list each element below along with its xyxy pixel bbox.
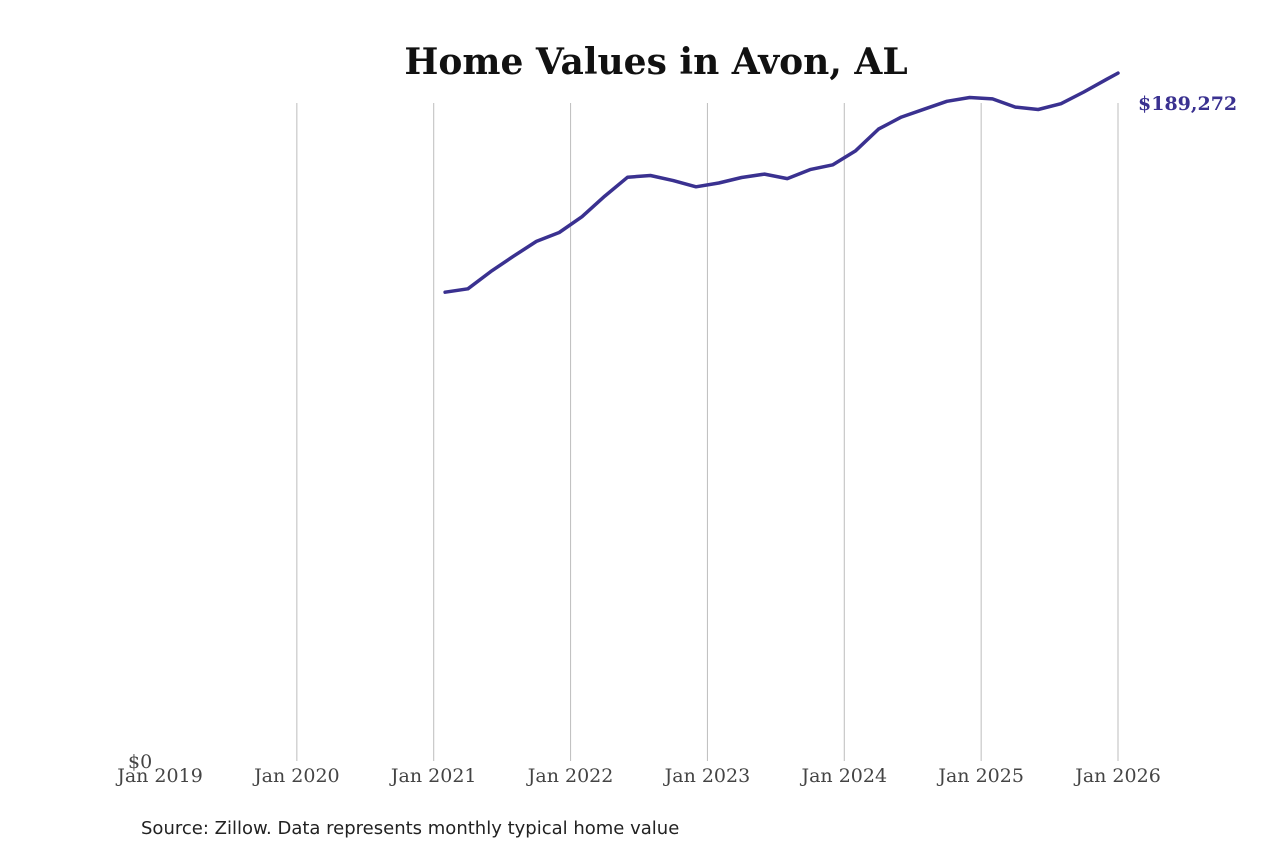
x-axis-tick-labels: Jan 2019 Jan 2020 Jan 2021 Jan 2022 Jan 2023… [115, 765, 1161, 787]
home-value-line [443, 71, 1120, 294]
x-tick-label: Jan 2021 [389, 765, 477, 787]
vertical-gridlines [296, 103, 1119, 761]
y-axis-zero-label: $0 [128, 751, 152, 773]
source-note: Source: Zillow. Data represents monthly … [141, 818, 679, 839]
x-tick-label: Jan 2023 [663, 765, 751, 787]
x-tick-label: Jan 2026 [1073, 765, 1161, 787]
x-tick-label: Jan 2024 [799, 765, 887, 787]
chart-title: Home Values in Avon, AL [404, 41, 907, 83]
latest-value-label: $189,272 [1138, 93, 1237, 115]
x-tick-label: Jan 2019 [115, 765, 203, 787]
x-tick-label: Jan 2022 [526, 765, 614, 787]
x-tick-label: Jan 2020 [252, 765, 340, 787]
x-tick-label: Jan 2025 [936, 765, 1024, 787]
